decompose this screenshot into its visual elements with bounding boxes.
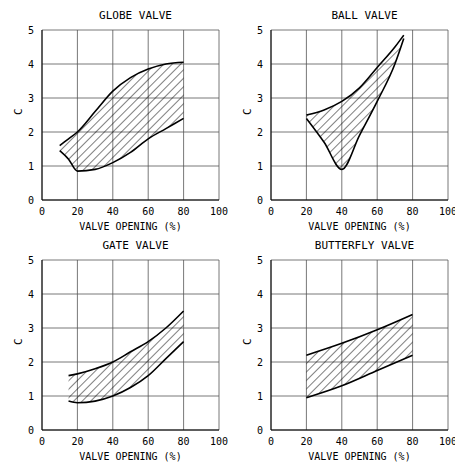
svg-text:0: 0 [257, 195, 263, 206]
svg-text:4: 4 [257, 289, 263, 300]
svg-text:C: C [241, 338, 254, 345]
svg-text:40: 40 [336, 206, 348, 217]
svg-text:4: 4 [28, 59, 34, 70]
svg-text:1: 1 [257, 161, 263, 172]
svg-text:60: 60 [371, 206, 383, 217]
svg-text:80: 80 [407, 206, 419, 217]
svg-text:40: 40 [107, 206, 119, 217]
html-text:GATE VALVE: GATE VALVE [102, 239, 169, 252]
svg-text:2: 2 [257, 357, 263, 368]
svg-text:0: 0 [268, 206, 274, 217]
svg-text:40: 40 [107, 436, 119, 447]
svg-text:5: 5 [257, 255, 263, 266]
svg-text:5: 5 [257, 25, 263, 36]
svg-text:100: 100 [210, 206, 228, 217]
svg-text:3: 3 [257, 93, 263, 104]
svg-text:100: 100 [439, 206, 455, 217]
svg-text:C: C [12, 338, 25, 345]
svg-text:5: 5 [28, 255, 34, 266]
svg-text:VALVE OPENING (%): VALVE OPENING (%) [308, 451, 410, 462]
svg-text:1: 1 [28, 161, 34, 172]
svg-text:VALVE OPENING (%): VALVE OPENING (%) [79, 451, 181, 462]
svg-text:0: 0 [28, 195, 34, 206]
svg-text:1: 1 [257, 391, 263, 402]
svg-text:0: 0 [257, 425, 263, 436]
svg-text:2: 2 [257, 127, 263, 138]
svg-text:4: 4 [28, 289, 34, 300]
svg-text:80: 80 [178, 436, 190, 447]
svg-text:100: 100 [439, 436, 455, 447]
svg-text:60: 60 [142, 436, 154, 447]
svg-text:3: 3 [257, 323, 263, 334]
svg-text:0: 0 [28, 425, 34, 436]
svg-text:C: C [12, 108, 25, 115]
svg-text:4: 4 [257, 59, 263, 70]
svg-text:20: 20 [71, 436, 83, 447]
svg-text:2: 2 [28, 127, 34, 138]
html-text:BUTTERFLY VALVE: BUTTERFLY VALVE [314, 239, 415, 252]
svg-text:60: 60 [142, 206, 154, 217]
svg-text:0: 0 [39, 206, 45, 217]
svg-text:80: 80 [178, 206, 190, 217]
svg-text:5: 5 [28, 25, 34, 36]
svg-text:C: C [241, 108, 254, 115]
svg-text:80: 80 [407, 436, 419, 447]
svg-text:40: 40 [336, 436, 348, 447]
svg-text:0: 0 [39, 436, 45, 447]
svg-text:3: 3 [28, 93, 34, 104]
svg-text:2: 2 [28, 357, 34, 368]
svg-text:60: 60 [371, 436, 383, 447]
svg-text:1: 1 [28, 391, 34, 402]
svg-text:100: 100 [210, 436, 228, 447]
html-text:GLOBE VALVE: GLOBE VALVE [99, 9, 172, 22]
svg-text:20: 20 [300, 206, 312, 217]
svg-text:20: 20 [71, 206, 83, 217]
html-text:BALL VALVE: BALL VALVE [331, 9, 398, 22]
svg-text:20: 20 [300, 436, 312, 447]
svg-text:VALVE OPENING (%): VALVE OPENING (%) [308, 221, 410, 232]
svg-text:VALVE OPENING (%): VALVE OPENING (%) [79, 221, 181, 232]
svg-text:3: 3 [28, 323, 34, 334]
svg-text:0: 0 [268, 436, 274, 447]
